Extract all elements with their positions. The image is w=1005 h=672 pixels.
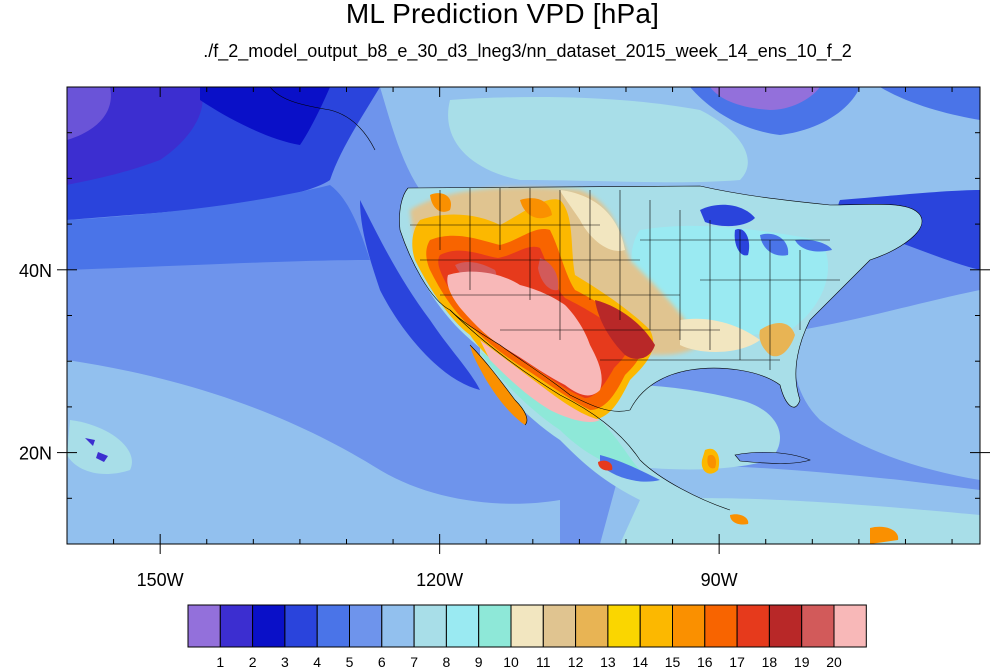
colorbar-swatch xyxy=(284,604,318,648)
colorbar-swatch xyxy=(445,604,480,648)
lon-tick-label: 120W xyxy=(416,570,463,590)
colorbar-label: 6 xyxy=(378,654,386,670)
colorbar-label: 9 xyxy=(475,654,483,670)
colorbar-label: 14 xyxy=(632,654,648,670)
colorbar-swatch xyxy=(381,604,415,648)
vpd-field xyxy=(67,87,980,544)
colorbar-swatch xyxy=(704,604,738,648)
colorbar-label: 8 xyxy=(443,654,451,670)
colorbar-swatch xyxy=(736,604,770,648)
colorbar-swatch xyxy=(316,604,351,648)
colorbar-swatch xyxy=(542,604,577,648)
lon-tick-label: 150W xyxy=(137,570,184,590)
lat-tick-label: 40N xyxy=(19,261,52,281)
colorbar-swatch xyxy=(768,604,803,648)
colorbar-label: 4 xyxy=(313,654,321,670)
colorbar-swatch xyxy=(252,604,286,648)
colorbar-label: 2 xyxy=(249,654,257,670)
colorbar-swatch xyxy=(478,604,512,648)
colorbar-swatch xyxy=(510,604,544,648)
colorbar-swatch xyxy=(833,604,867,648)
colorbar-label: 16 xyxy=(697,654,713,670)
colorbar-swatch xyxy=(575,604,609,648)
colorbar-label: 1 xyxy=(216,654,224,670)
lat-tick-label: 20N xyxy=(19,444,52,464)
colorbar-swatch xyxy=(413,604,447,648)
colorbar-swatch xyxy=(801,604,835,648)
colorbar-swatch xyxy=(349,604,383,648)
colorbar: 1 2 3 4 5 6 7 8 9 10 11 12 13 14 15 16 17 18 19 20 xyxy=(187,604,867,670)
colorbar-swatch xyxy=(219,604,254,648)
map-subtitle: ./f_2_model_output_b8_e_30_d3_lneg3/nn_d… xyxy=(203,41,852,61)
map-title: ML Prediction VPD [hPa] xyxy=(345,0,660,29)
colorbar-label: 12 xyxy=(568,654,584,670)
colorbar-swatch xyxy=(607,604,641,648)
political-boundaries xyxy=(269,87,923,511)
colorbar-swatch xyxy=(187,604,221,648)
colorbar-label: 5 xyxy=(346,654,354,670)
colorbar-swatch xyxy=(672,604,706,648)
colorbar-label: 19 xyxy=(794,654,810,670)
colorbar-label: 15 xyxy=(665,654,681,670)
colorbar-label: 7 xyxy=(410,654,418,670)
lon-tick-label: 90W xyxy=(701,570,738,590)
colorbar-label: 11 xyxy=(536,654,551,670)
colorbar-label: 18 xyxy=(762,654,778,670)
colorbar-label: 3 xyxy=(281,654,289,670)
colorbar-swatch xyxy=(639,604,674,648)
colorbar-label: 17 xyxy=(729,654,745,670)
colorbar-label: 10 xyxy=(503,654,519,670)
colorbar-label: 13 xyxy=(600,654,616,670)
axis-ticks: 150W 120W 90W 40N 20N xyxy=(19,87,990,590)
colorbar-label: 20 xyxy=(826,654,842,670)
